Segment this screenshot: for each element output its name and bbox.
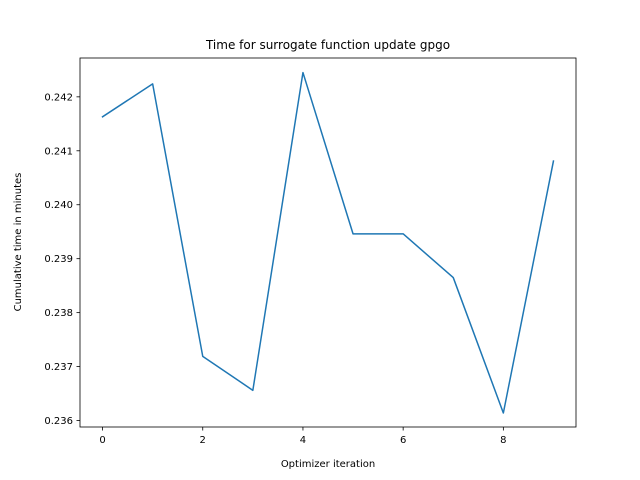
y-tick-label: 0.236	[44, 416, 73, 427]
y-tick-label: 0.239	[44, 254, 73, 265]
x-tick-label: 0	[99, 435, 105, 446]
y-axis-ticks: 0.236 0.237 0.238 0.239 0.240 0.241 0.242	[44, 92, 80, 427]
y-tick-label: 0.242	[44, 92, 73, 103]
chart-title: Time for surrogate function update gpgo	[205, 38, 450, 52]
y-tick-label: 0.238	[44, 308, 73, 319]
y-axis-label: Cumulative time in minutes	[13, 173, 24, 312]
y-tick-label: 0.237	[44, 362, 73, 373]
x-tick-label: 6	[400, 435, 406, 446]
axes-frame	[79, 57, 577, 428]
y-tick-label: 0.240	[44, 200, 73, 211]
x-axis-ticks: 0 2 4 6 8	[99, 427, 507, 446]
x-tick-label: 8	[500, 435, 506, 446]
x-tick-label: 4	[300, 435, 306, 446]
x-axis-label: Optimizer iteration	[281, 459, 375, 470]
series-line	[101, 71, 555, 414]
y-tick-label: 0.241	[44, 146, 73, 157]
x-tick-label: 2	[200, 435, 206, 446]
